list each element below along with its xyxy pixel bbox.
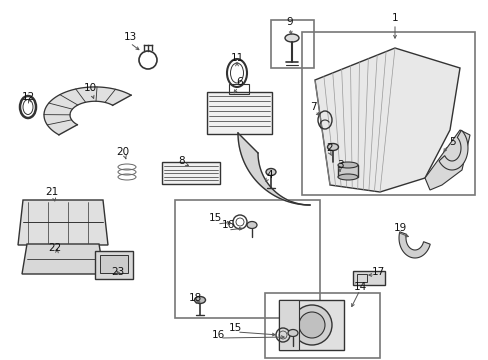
Bar bbox=[337, 165, 357, 177]
Text: 18: 18 bbox=[188, 293, 201, 303]
Ellipse shape bbox=[327, 144, 338, 150]
Circle shape bbox=[298, 312, 325, 338]
Polygon shape bbox=[22, 244, 104, 274]
Ellipse shape bbox=[337, 162, 357, 168]
Bar bbox=[264, 293, 379, 358]
Polygon shape bbox=[424, 130, 469, 190]
Bar bbox=[100, 255, 128, 273]
Polygon shape bbox=[398, 232, 429, 258]
Bar bbox=[279, 300, 343, 350]
Text: 2: 2 bbox=[326, 143, 333, 153]
Text: 9: 9 bbox=[286, 17, 293, 27]
Text: 5: 5 bbox=[448, 137, 454, 147]
Bar bbox=[175, 200, 319, 318]
Bar bbox=[302, 32, 474, 195]
Text: 4: 4 bbox=[266, 170, 273, 180]
Text: 11: 11 bbox=[230, 53, 243, 63]
Bar bbox=[279, 300, 298, 350]
Bar bbox=[206, 92, 271, 134]
Text: 20: 20 bbox=[116, 147, 129, 157]
Text: 15: 15 bbox=[208, 213, 221, 223]
Ellipse shape bbox=[285, 34, 298, 42]
Text: 13: 13 bbox=[123, 32, 136, 42]
Text: 6: 6 bbox=[236, 77, 243, 87]
Ellipse shape bbox=[246, 221, 257, 229]
Ellipse shape bbox=[194, 297, 205, 303]
Text: 23: 23 bbox=[111, 267, 124, 277]
Text: 3: 3 bbox=[336, 160, 343, 170]
Polygon shape bbox=[438, 130, 467, 170]
Bar bbox=[228, 84, 248, 94]
Polygon shape bbox=[238, 133, 309, 205]
Text: 10: 10 bbox=[83, 83, 96, 93]
Ellipse shape bbox=[337, 174, 357, 180]
Text: 12: 12 bbox=[21, 92, 35, 102]
Polygon shape bbox=[18, 200, 108, 245]
Text: 22: 22 bbox=[48, 243, 61, 253]
Polygon shape bbox=[314, 48, 459, 192]
Bar bbox=[352, 271, 384, 285]
Bar bbox=[356, 274, 366, 282]
Text: 16: 16 bbox=[211, 330, 224, 340]
Polygon shape bbox=[44, 87, 131, 135]
Ellipse shape bbox=[265, 168, 275, 175]
Text: 7: 7 bbox=[309, 102, 316, 112]
Bar bbox=[95, 251, 133, 279]
Circle shape bbox=[291, 305, 331, 345]
Text: 14: 14 bbox=[353, 282, 366, 292]
Text: 17: 17 bbox=[370, 267, 384, 277]
Text: 19: 19 bbox=[392, 223, 406, 233]
Text: 16: 16 bbox=[221, 220, 234, 230]
Text: 8: 8 bbox=[178, 156, 185, 166]
Text: 1: 1 bbox=[391, 13, 398, 23]
Bar bbox=[162, 162, 220, 184]
Text: 15: 15 bbox=[228, 323, 241, 333]
Ellipse shape bbox=[287, 329, 297, 337]
Bar bbox=[270, 20, 313, 68]
Text: 21: 21 bbox=[45, 187, 59, 197]
